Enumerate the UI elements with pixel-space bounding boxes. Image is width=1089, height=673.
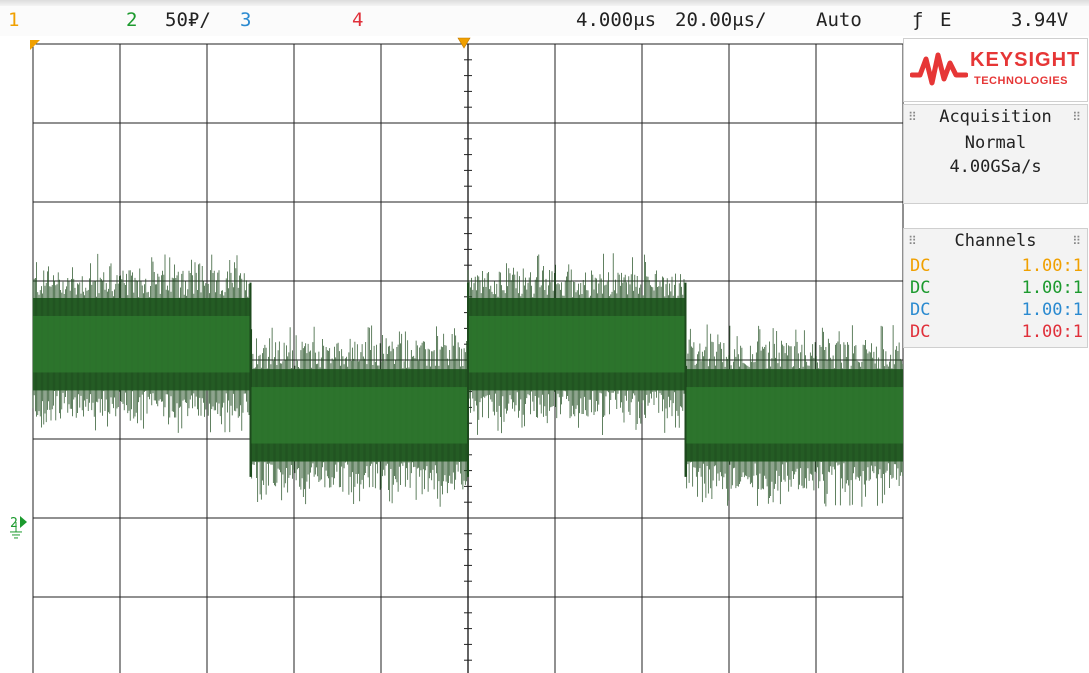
keysight-wave-icon	[910, 52, 968, 86]
channels-title: Channels	[954, 231, 1037, 251]
acquisition-mode: Normal	[964, 133, 1027, 153]
channel-row-3[interactable]: DC 1.00:1	[904, 299, 1087, 321]
acquisition-sample-rate: 4.00GSa/s	[949, 157, 1042, 177]
channels-header[interactable]: ⠿ Channels ⠿	[904, 229, 1087, 253]
right-side-panel: KEYSIGHT TECHNOLOGIES ⠿ Acquisition ⠿ No…	[903, 38, 1088, 448]
drag-handle-icon[interactable]: ⠿	[1072, 110, 1081, 124]
logo-name: KEYSIGHT	[970, 49, 1081, 71]
waveform-segment-core	[468, 315, 686, 373]
channel-3-label[interactable]: 3	[240, 9, 252, 31]
keysight-logo: KEYSIGHT TECHNOLOGIES	[903, 38, 1088, 102]
drag-handle-icon[interactable]: ⠿	[1072, 234, 1081, 248]
time-scale[interactable]: 20.00μs/	[675, 9, 767, 31]
channel-row-4[interactable]: DC 1.00:1	[904, 321, 1087, 343]
trigger-position-marker	[457, 37, 471, 49]
channel-2-scale[interactable]: 50₽/	[165, 9, 211, 31]
trigger-source[interactable]: E	[940, 9, 952, 31]
trigger-delay[interactable]: 4.000μs	[576, 9, 657, 31]
drag-handle-icon[interactable]: ⠿	[908, 110, 917, 124]
channel-row-1[interactable]: DC 1.00:1	[904, 255, 1087, 277]
channel-2-ground-marker: 2	[10, 515, 27, 539]
channel-2-label[interactable]: 2	[126, 9, 138, 31]
trigger-level-marker	[30, 40, 40, 50]
trigger-level[interactable]: 3.94V	[1011, 9, 1069, 31]
waveform-segment-core	[250, 387, 468, 444]
channel-coupling: DC	[910, 300, 931, 320]
channel-row-2[interactable]: DC 1.00:1	[904, 277, 1087, 299]
waveform-graticule[interactable]: 2	[0, 36, 905, 673]
header-strip	[0, 0, 1089, 6]
channel-2-waveform	[32, 253, 904, 507]
acquisition-panel[interactable]: ⠿ Acquisition ⠿ Normal 4.00GSa/s	[903, 104, 1088, 204]
channel-probe-ratio: 1.00:1	[1021, 278, 1083, 298]
channel-probe-ratio: 1.00:1	[1021, 256, 1083, 276]
acquisition-header[interactable]: ⠿ Acquisition ⠿	[904, 105, 1087, 129]
channel-1-label[interactable]: 1	[8, 9, 20, 31]
channel-coupling: DC	[910, 256, 931, 276]
ground-marker-label: 2	[10, 516, 18, 531]
ground-marker-arrow	[20, 515, 27, 528]
drag-handle-icon[interactable]: ⠿	[908, 234, 917, 248]
trigger-mode[interactable]: Auto	[816, 9, 862, 31]
channel-coupling: DC	[910, 322, 931, 342]
channel-probe-ratio: 1.00:1	[1021, 300, 1083, 320]
logo-subtitle: TECHNOLOGIES	[974, 75, 1069, 87]
top-status-bar: 1 2 50₽/ 3 4 4.000μs 20.00μs/ Auto ƒ E 3…	[0, 0, 1089, 36]
channel-coupling: DC	[910, 278, 931, 298]
acquisition-title: Acquisition	[939, 107, 1052, 127]
waveform-segment-core	[685, 387, 903, 444]
trigger-edge-icon[interactable]: ƒ	[912, 9, 924, 31]
channels-panel[interactable]: ⠿ Channels ⠿ DC 1.00:1 DC 1.00:1 DC 1.00…	[903, 228, 1088, 348]
channel-4-label[interactable]: 4	[352, 9, 364, 31]
channel-probe-ratio: 1.00:1	[1021, 322, 1083, 342]
waveform-segment-core	[33, 315, 251, 373]
